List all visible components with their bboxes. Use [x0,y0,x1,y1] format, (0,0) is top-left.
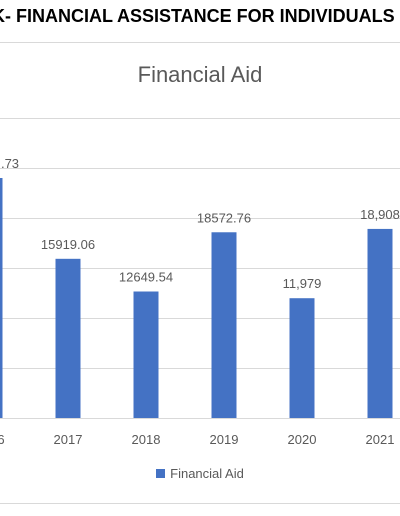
chart-area [0,42,400,504]
data-label-2019: 18572.76 [197,210,251,225]
x-tick-label-2018: 2018 [132,432,161,447]
x-tick-label-2019: 2019 [210,432,239,447]
data-label-2018: 12649.54 [119,270,173,285]
data-label-2017: 15919.06 [41,237,95,252]
x-tick-label-2021: 2021 [366,432,395,447]
x-tick-label-2016: 6 [0,432,5,447]
page-heading-text: K- FINANCIAL ASSISTANCE FOR INDIVIDUALS [0,6,395,26]
bar-2018 [133,291,159,418]
x-tick-label-2017: 2017 [54,432,83,447]
bar-2019 [211,232,237,418]
data-label-2021: 18,908 [360,207,400,222]
bar-2020 [289,298,315,418]
data-label-2016: .73 [1,156,19,171]
data-label-2020: 11,979 [283,276,322,291]
chart-title: Financial Aid [137,62,263,87]
bar-2016 [0,178,3,418]
legend: Financial Aid [0,466,400,481]
legend-swatch [156,469,166,479]
legend-label: Financial Aid [170,466,244,481]
x-tick-label-2020: 2020 [288,432,317,447]
bar-2017 [55,258,81,418]
bar-2021 [367,228,393,418]
